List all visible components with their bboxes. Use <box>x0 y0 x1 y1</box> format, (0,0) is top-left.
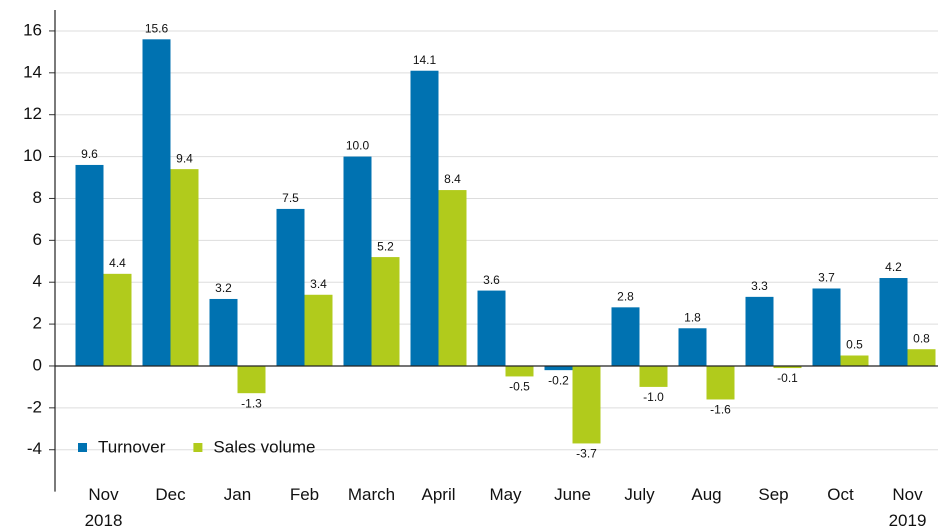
bar <box>840 355 869 366</box>
x-tick-label: July <box>624 485 655 504</box>
value-label: 4.4 <box>109 256 126 270</box>
value-label: -1.0 <box>643 390 664 404</box>
bar <box>477 290 506 366</box>
x-tick-label: April <box>421 485 456 504</box>
bar <box>639 365 668 387</box>
value-label: 15.6 <box>145 21 169 35</box>
y-tick-label: 0 <box>33 355 42 374</box>
y-tick-label: 6 <box>33 230 42 249</box>
bar <box>678 328 707 366</box>
bar <box>237 365 266 394</box>
y-tick-label: 12 <box>23 104 42 123</box>
value-label: 0.5 <box>846 338 863 352</box>
bar <box>773 365 802 369</box>
bar <box>572 365 601 444</box>
value-label: 1.8 <box>684 310 701 324</box>
value-label: 0.8 <box>913 331 930 345</box>
x-tick-label: Jan <box>223 485 252 504</box>
bar <box>142 39 171 366</box>
bar <box>304 294 333 366</box>
bar <box>544 365 573 371</box>
value-label: 7.5 <box>282 191 299 205</box>
value-label: -0.2 <box>548 373 569 387</box>
value-label: 9.6 <box>81 147 98 161</box>
x-tick-label: Feb <box>289 485 320 504</box>
value-label: 3.4 <box>310 277 327 291</box>
value-label: -3.7 <box>576 447 597 461</box>
bar <box>812 288 841 366</box>
value-label: 2.8 <box>617 290 634 304</box>
bar <box>343 156 372 366</box>
bar <box>103 273 132 366</box>
x-tick-label: Oct <box>827 485 854 504</box>
x-tick-label: March <box>347 485 396 504</box>
x-tick-label: Nov 2019 <box>888 485 927 529</box>
x-tick-label: Aug <box>691 485 722 504</box>
x-tick-label: Nov 2018 <box>84 485 123 529</box>
y-tick-label: 2 <box>33 314 42 333</box>
value-label: -0.5 <box>509 380 530 394</box>
value-label: -1.6 <box>710 403 731 417</box>
value-label: 14.1 <box>413 53 437 67</box>
bar <box>438 190 467 366</box>
value-label: 3.6 <box>483 273 500 287</box>
y-tick-label: -4 <box>27 439 42 458</box>
value-label: 4.2 <box>885 260 902 274</box>
y-tick-label: -2 <box>27 397 42 416</box>
bar <box>907 349 936 366</box>
x-tick-label: June <box>554 485 591 504</box>
legend-swatch <box>193 443 203 452</box>
bar <box>75 164 104 366</box>
value-label: 3.7 <box>818 271 835 285</box>
bar <box>410 70 439 366</box>
bar <box>371 257 400 366</box>
bar <box>745 296 774 366</box>
value-label: -1.3 <box>241 396 262 410</box>
legend-label: Turnover <box>98 437 166 456</box>
legend-label: Sales volume <box>213 437 315 456</box>
bar <box>170 169 199 366</box>
value-label: 3.3 <box>751 279 768 293</box>
bar <box>276 208 305 366</box>
bar <box>879 278 908 366</box>
value-label: 9.4 <box>176 151 193 165</box>
bar <box>209 298 238 366</box>
legend-swatch <box>78 443 87 452</box>
bar <box>706 365 735 400</box>
value-label: 10.0 <box>346 139 370 153</box>
y-tick-label: 10 <box>23 146 42 165</box>
y-tick-label: 4 <box>33 272 42 291</box>
bar <box>611 307 640 366</box>
value-label: 3.2 <box>215 281 232 295</box>
y-tick-label: 8 <box>33 188 42 207</box>
x-tick-label: Dec <box>155 485 186 504</box>
y-tick-label: 16 <box>23 20 42 39</box>
value-label: 8.4 <box>444 172 461 186</box>
x-tick-label: Sep <box>758 485 789 504</box>
bar <box>505 365 534 377</box>
value-label: -0.1 <box>777 371 798 385</box>
value-label: 5.2 <box>377 239 394 253</box>
y-tick-label: 14 <box>23 62 42 81</box>
x-tick-label: May <box>489 485 522 504</box>
